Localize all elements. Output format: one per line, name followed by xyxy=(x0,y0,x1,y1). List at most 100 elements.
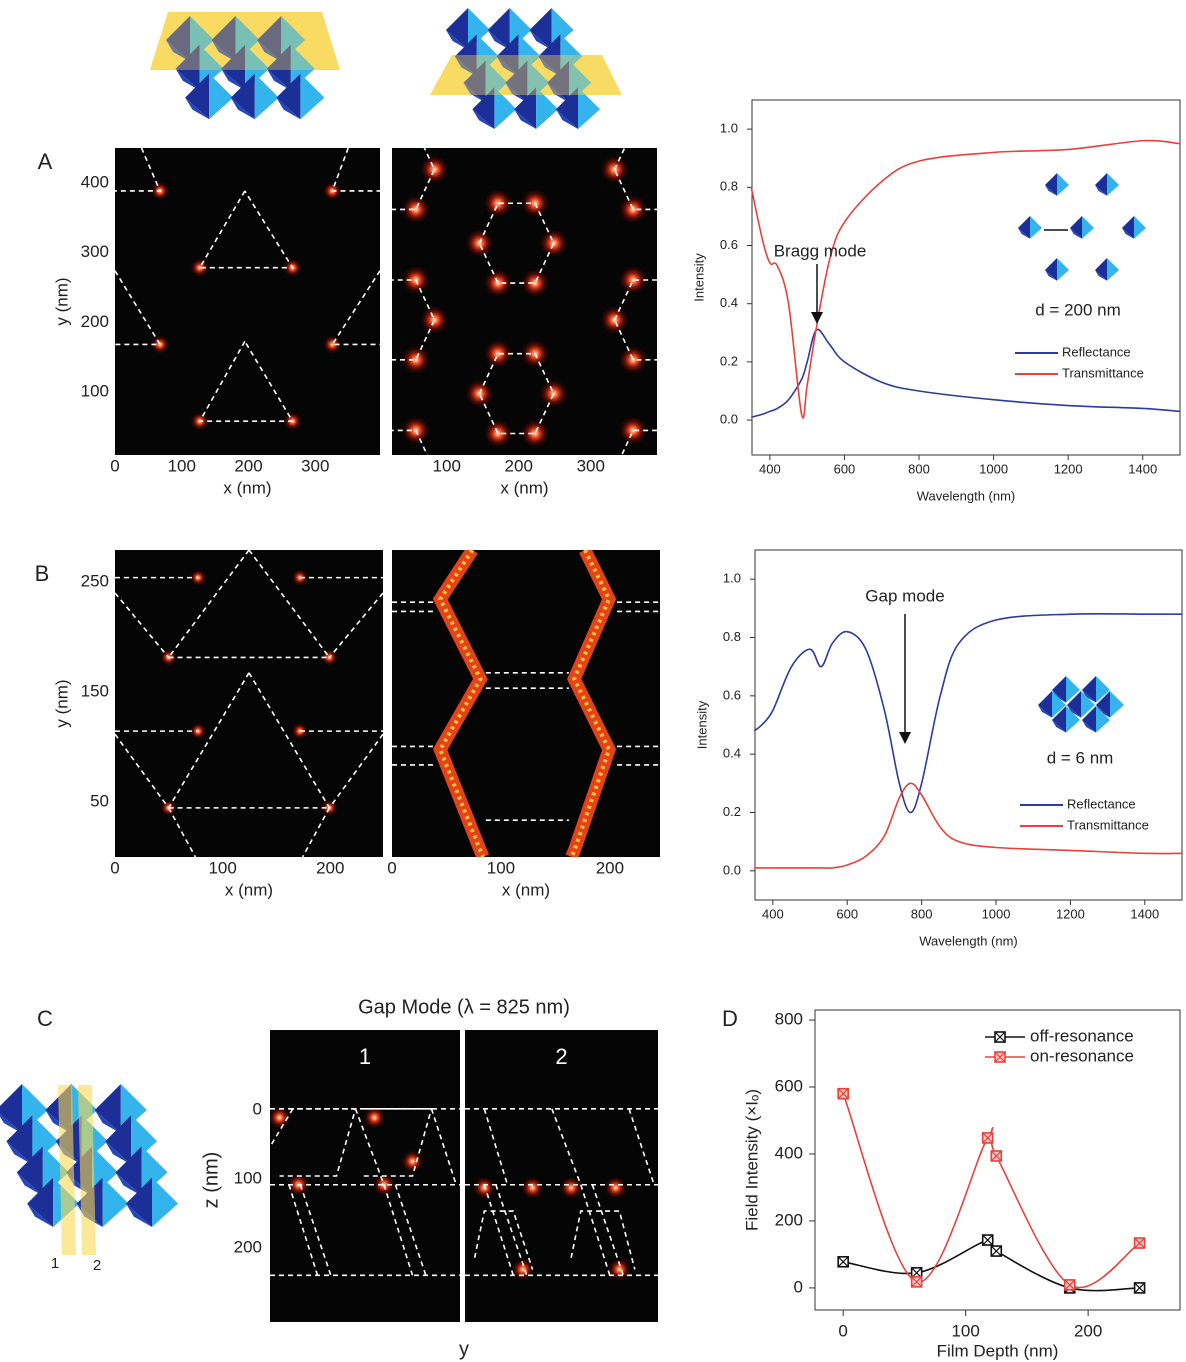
x-tick-label: 200 xyxy=(1074,1321,1102,1340)
x-tick-label: 1200 xyxy=(1054,461,1083,476)
hotspot xyxy=(656,266,684,294)
x-tick-label: 600 xyxy=(834,461,856,476)
pyramid-face xyxy=(488,8,510,50)
x-tick-label: 200 xyxy=(505,456,533,475)
y-tick-label: 0.4 xyxy=(723,746,741,761)
hotspot xyxy=(619,116,647,144)
x-tick-label: 0 xyxy=(387,858,396,877)
field-map xyxy=(465,1030,658,1322)
hotspot xyxy=(346,456,374,484)
x-axis-label: Wavelength (nm) xyxy=(919,933,1018,948)
hotspot xyxy=(540,380,568,408)
hotspot xyxy=(365,496,393,524)
x-axis-label: Film Depth (nm) xyxy=(937,1341,1059,1360)
hotspot xyxy=(522,1177,544,1199)
hotspot xyxy=(521,269,549,297)
y-tick-label: 100 xyxy=(234,1169,262,1188)
y-tick-label: 0.2 xyxy=(723,804,741,819)
data-point xyxy=(983,1133,993,1143)
x-tick-label: 100 xyxy=(487,858,515,877)
hotspot xyxy=(540,229,568,257)
field-map-panel xyxy=(269,1030,461,1322)
x-tick-label: 100 xyxy=(433,456,461,475)
y-tick-label: 0.8 xyxy=(723,629,741,644)
pyramid-face xyxy=(1038,691,1052,718)
x-tick-label: 0 xyxy=(110,456,119,475)
y-tick-label: 800 xyxy=(775,1010,803,1029)
hotspot xyxy=(619,496,647,524)
x-axis-label: y xyxy=(459,1338,469,1360)
hotspot xyxy=(473,1177,495,1199)
panel-label: D xyxy=(722,1006,738,1031)
hotspot xyxy=(484,420,512,448)
legend-label: Transmittance xyxy=(1067,817,1149,832)
pyramid-face xyxy=(1045,173,1057,196)
x-tick-label: 800 xyxy=(908,461,930,476)
hotspot xyxy=(656,416,684,444)
y-tick-label: 250 xyxy=(81,571,109,590)
pyramid-icon xyxy=(1070,216,1094,239)
x-tick-label: 100 xyxy=(168,456,196,475)
x-tick-label: 1400 xyxy=(1128,461,1157,476)
x-tick-label: 100 xyxy=(951,1321,979,1340)
plane xyxy=(150,12,340,70)
data-point xyxy=(838,1089,848,1099)
inset-label: d = 200 nm xyxy=(1035,300,1121,319)
hotspot xyxy=(484,340,512,368)
x-axis-label: x (nm) xyxy=(500,478,548,497)
plot-frame xyxy=(752,100,1180,455)
y-tick-label: 400 xyxy=(775,1143,803,1162)
y-tick-label: 0.0 xyxy=(720,412,738,427)
pyramid-face xyxy=(1057,258,1069,281)
y-axis-label: y (nm) xyxy=(52,277,71,325)
pyramid-face xyxy=(1107,173,1119,196)
x-tick-label: 200 xyxy=(316,858,344,877)
y-tick-label: 0.6 xyxy=(723,687,741,702)
x-tick-label: 1000 xyxy=(982,906,1011,921)
annotation: Bragg mode xyxy=(774,241,867,260)
legend-label: on-resonance xyxy=(1030,1046,1134,1065)
panel-label: C xyxy=(37,1006,53,1031)
y-tick-label: 600 xyxy=(775,1076,803,1095)
y-tick-label: 0.6 xyxy=(720,237,738,252)
series-line xyxy=(754,614,1182,813)
pyramid-face xyxy=(530,8,552,50)
pyramid-face xyxy=(95,1084,121,1133)
map-label: 2 xyxy=(555,1044,567,1069)
y-tick-label: 200 xyxy=(775,1210,803,1229)
plot-frame xyxy=(755,550,1182,900)
pyramid-icon xyxy=(1095,173,1119,196)
hotspot xyxy=(420,306,448,334)
fit-curve xyxy=(843,1094,1139,1288)
slice-label: 1 xyxy=(51,1255,59,1272)
y-tick-label: 200 xyxy=(234,1238,262,1257)
plane xyxy=(430,55,622,95)
hotspot xyxy=(191,259,209,277)
chart-title: Gap Mode (λ = 825 nm) xyxy=(358,996,570,1018)
y-axis-label: Field Intensity (×Iₒ) xyxy=(742,1089,761,1231)
hotspot xyxy=(402,496,430,524)
pyramid-icon xyxy=(1018,216,1042,239)
y-axis-label: y (nm) xyxy=(52,679,71,727)
y-tick-label: 200 xyxy=(81,312,109,331)
y-tick-label: 1.0 xyxy=(720,121,738,136)
y-tick-label: 0.4 xyxy=(720,295,738,310)
field-map-panel xyxy=(115,550,383,857)
hotspot xyxy=(675,306,703,334)
legend-marker xyxy=(995,1052,1005,1062)
field-map-panel xyxy=(115,148,380,455)
legend-label: Reflectance xyxy=(1067,796,1136,811)
hotspot xyxy=(420,155,448,183)
pyramid-face xyxy=(1057,173,1069,196)
x-tick-label: 1200 xyxy=(1056,906,1085,921)
legend-label: Transmittance xyxy=(1062,365,1144,380)
hotspot xyxy=(675,456,703,484)
inset-label: d = 6 nm xyxy=(1047,748,1114,767)
arrow-head xyxy=(811,312,823,324)
y-tick-label: 0.0 xyxy=(723,862,741,877)
hotspot xyxy=(521,420,549,448)
y-tick-label: 300 xyxy=(81,242,109,261)
y-tick-label: 1.0 xyxy=(723,571,741,586)
x-tick-label: 400 xyxy=(759,461,781,476)
annotation: Gap mode xyxy=(865,586,944,605)
